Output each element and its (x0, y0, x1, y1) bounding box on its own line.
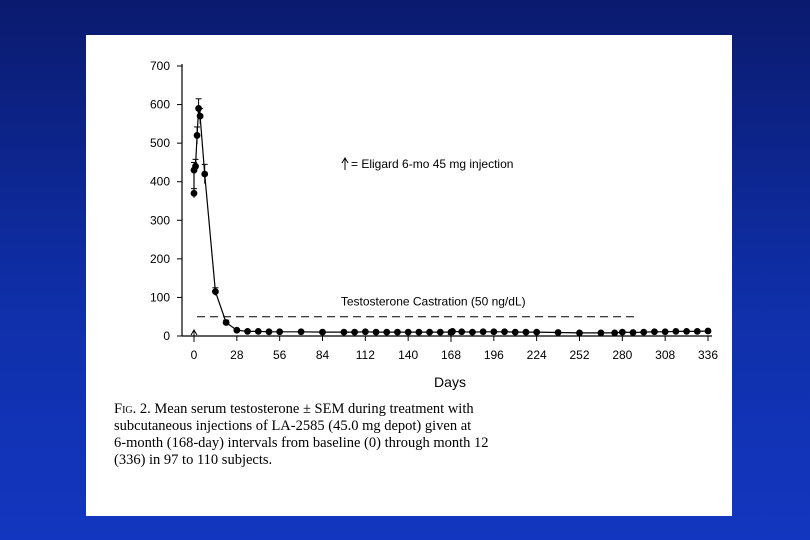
data-point (661, 328, 669, 336)
data-point (276, 328, 284, 336)
data-point (469, 328, 476, 336)
caption-line-1: Fig. 2. Mean serum testosterone ± SEM du… (114, 401, 714, 418)
data-point (265, 328, 273, 336)
data-point (233, 326, 241, 334)
x-tick-label: 336 (698, 348, 718, 362)
data-point (704, 327, 712, 335)
figure-panel: 0 100 200 300 400 500 600 700 0 28 56 84 112 140 168 19… (86, 35, 732, 516)
x-tick-label: 140 (398, 348, 418, 362)
x-tick-label: 308 (655, 348, 675, 362)
data-point (190, 189, 198, 197)
injection-legend-text: = Eligard 6-mo 45 mg injection (351, 157, 513, 171)
data-point (351, 328, 359, 336)
x-tick-label: 224 (527, 348, 547, 362)
data-point (651, 328, 658, 336)
x-axis-title: Days (434, 374, 466, 390)
threshold-label: Testosterone Castration (50 ng/dL) (341, 295, 526, 309)
data-point (383, 328, 391, 336)
caption-line-1-text: 2. Mean serum testosterone ± SEM during … (136, 401, 474, 417)
data-point (415, 328, 423, 336)
figure-caption: Fig. 2. Mean serum testosterone ± SEM du… (114, 401, 714, 469)
data-point (597, 329, 605, 337)
chart-labels: Days = Eligard 6-mo 45 mg injection (351, 157, 513, 390)
testosterone-series (190, 98, 712, 337)
castration-threshold: Testosterone Castration (50 ng/dL) (197, 295, 638, 318)
data-point (501, 328, 508, 336)
x-tick-label: 280 (612, 348, 632, 362)
caption-line-2: subcutaneous injections of LA-2585 (45.0… (114, 418, 472, 434)
injection-markers (190, 157, 455, 342)
injection-arrow-head (447, 329, 455, 336)
chart: 0 100 200 300 400 500 600 700 0 28 56 84 112 140 168 19… (150, 59, 718, 390)
y-tick-label: 600 (150, 98, 170, 112)
data-point (254, 327, 262, 335)
data-point (196, 112, 204, 120)
data-point (479, 328, 487, 336)
data-point (394, 328, 401, 336)
x-tick-label: 112 (356, 348, 375, 362)
data-point (222, 319, 230, 326)
y-tick-label: 400 (150, 175, 170, 189)
x-tick-label: 0 (191, 348, 198, 362)
data-point (611, 329, 619, 337)
data-point (490, 328, 498, 336)
y-tick-label: 700 (150, 59, 170, 73)
data-point (672, 327, 680, 335)
data-point (426, 328, 433, 336)
data-point (297, 328, 305, 336)
data-point (618, 328, 626, 336)
data-point (533, 328, 541, 336)
x-tick-label: 252 (569, 348, 589, 362)
data-point (576, 329, 583, 337)
x-tick-label: 168 (441, 348, 461, 362)
y-tick-label: 0 (163, 329, 170, 343)
data-point (340, 328, 348, 336)
y-tick-label: 500 (150, 136, 170, 150)
data-point (212, 288, 219, 296)
x-tick-label: 28 (230, 348, 244, 362)
legend-arrow-head (341, 157, 349, 164)
caption-line-3: 6-month (168-day) intervals from baselin… (114, 435, 489, 451)
caption-fig-label: Fig. (114, 401, 137, 417)
data-point (193, 132, 201, 139)
data-point (361, 328, 369, 336)
data-point (629, 329, 637, 336)
y-tick-label: 300 (150, 213, 170, 227)
injection-arrow-head (190, 329, 198, 336)
data-point (372, 328, 380, 336)
y-tick-label: 200 (150, 252, 170, 266)
x-tick-label: 56 (273, 348, 287, 362)
data-point (522, 328, 530, 336)
data-point (693, 327, 701, 335)
data-point (640, 328, 648, 336)
data-point (511, 328, 519, 336)
data-point (244, 327, 251, 335)
data-point (201, 170, 209, 178)
data-point (458, 328, 466, 336)
data-point (436, 328, 444, 336)
data-point (404, 328, 412, 336)
caption-line-4: (336) in 97 to 110 subjects. (114, 452, 273, 468)
data-point (192, 162, 199, 170)
data-point (683, 327, 690, 335)
y-tick-label: 100 (150, 290, 170, 304)
data-point (319, 328, 326, 336)
chart-axes: 0 100 200 300 400 500 600 700 0 28 56 84 112 140 168 19… (150, 59, 718, 362)
x-tick-label: 196 (484, 348, 504, 362)
x-tick-label: 84 (316, 348, 330, 362)
data-point (554, 329, 562, 336)
